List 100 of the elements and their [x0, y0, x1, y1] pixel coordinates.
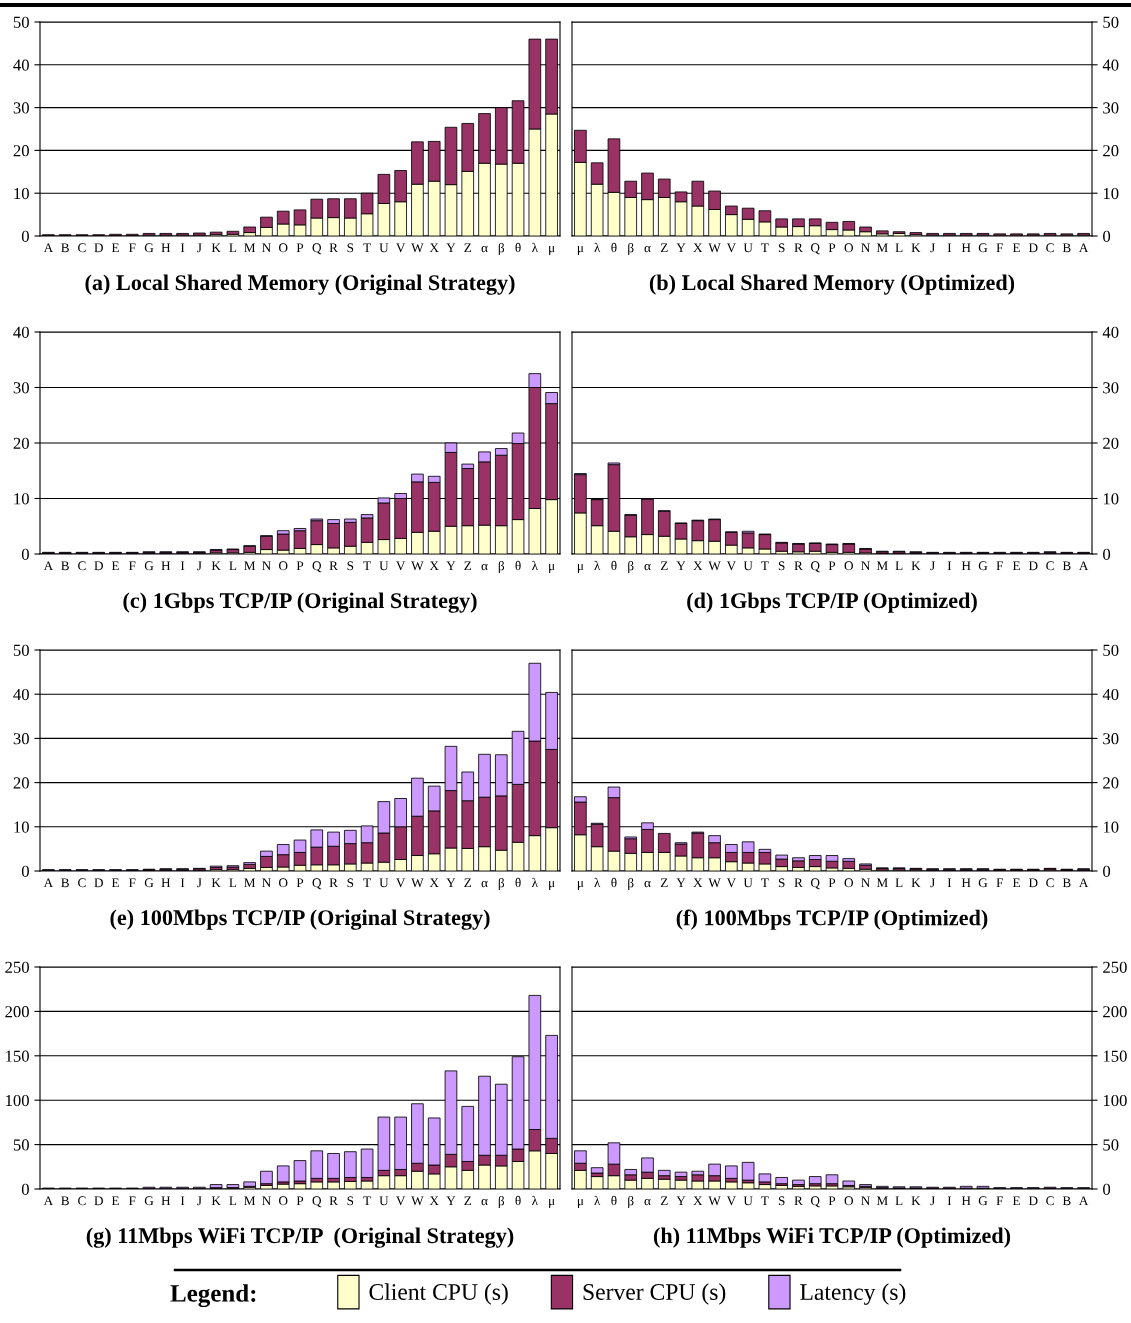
x-tick-label: L	[229, 1196, 237, 1206]
x-tick-label: V	[396, 878, 406, 888]
x-tick-label: D	[94, 561, 103, 571]
x-tick-label: λ	[594, 560, 601, 571]
x-tick-label: S	[347, 1196, 354, 1206]
x-tick-label: Q	[312, 561, 322, 573]
x-tick-label: P	[296, 243, 304, 253]
x-tick-label: X	[693, 243, 703, 253]
x-tick-label: O	[844, 1196, 853, 1206]
x-tick-label: D	[1028, 561, 1038, 571]
x-tick-label: F	[996, 561, 1003, 571]
x-tick-label: V	[396, 243, 406, 253]
x-tick-label: D	[94, 1196, 103, 1206]
x-tick-label: R	[329, 243, 338, 253]
x-tick-label: M	[244, 561, 256, 571]
y-tick-label: 150	[6, 1050, 29, 1062]
x-tick-label: X	[429, 561, 439, 571]
x-tick-label: O	[844, 878, 853, 888]
x-tick-label: F	[996, 878, 1003, 888]
x-tick-label: T	[761, 878, 769, 888]
x-tick-label: F	[128, 561, 136, 571]
legend-label: Server CPU (s)	[583, 1283, 726, 1305]
x-tick-label: N	[861, 243, 871, 253]
x-tick-label: N	[262, 561, 271, 571]
x-tick-label: G	[144, 1196, 154, 1206]
legend-label: Client CPU (s)	[369, 1283, 508, 1305]
x-tick-label: H	[961, 878, 971, 888]
x-tick-label: U	[743, 561, 753, 571]
x-tick-label: E	[111, 243, 119, 253]
x-tick-label: L	[895, 878, 903, 888]
x-tick-label: K	[911, 243, 921, 253]
x-tick-label: T	[363, 878, 371, 888]
x-tick-label: λ	[531, 877, 538, 888]
x-tick-label: N	[262, 243, 271, 253]
x-tick-label: B	[1062, 243, 1071, 253]
y-tick-label: 40	[13, 326, 29, 338]
x-tick-label: P	[296, 561, 304, 571]
y-tick-label: 250	[5, 961, 29, 973]
x-tick-label: B	[61, 1196, 69, 1206]
x-tick-label: W	[708, 243, 721, 253]
x-tick-label: H	[161, 1196, 171, 1206]
x-tick-label: Z	[464, 878, 472, 888]
x-tick-label: Y	[446, 243, 456, 253]
x-tick-label: θ	[515, 242, 521, 253]
x-tick-label: Q	[312, 243, 322, 255]
x-tick-label: X	[429, 243, 439, 253]
x-tick-label: C	[1046, 878, 1054, 888]
x-tick-label: L	[229, 243, 237, 253]
x-tick-label: T	[363, 243, 371, 253]
x-tick-label: Z	[660, 1196, 668, 1206]
x-tick-label: A	[1078, 1196, 1089, 1206]
x-tick-label: H	[161, 561, 171, 571]
x-tick-label: N	[861, 1196, 871, 1206]
y-tick-label: 0	[21, 865, 29, 877]
x-tick-label: Y	[446, 561, 456, 571]
x-tick-label: S	[347, 243, 354, 253]
x-tick-label: C	[1046, 243, 1054, 253]
x-tick-label: I	[180, 878, 185, 888]
x-tick-label: θ	[611, 242, 617, 253]
x-tick-label: J	[930, 1196, 935, 1206]
x-tick-label: B	[61, 243, 69, 253]
x-tick-label: T	[363, 1196, 371, 1206]
x-tick-label: P	[296, 1196, 304, 1206]
x-tick-label: D	[94, 878, 103, 888]
x-tick-label: Z	[660, 878, 668, 888]
x-tick-label: B	[61, 878, 69, 888]
x-tick-label: G	[144, 878, 154, 888]
x-tick-label: D	[94, 243, 103, 253]
x-tick-label: λ	[531, 1195, 538, 1206]
x-tick-label: W	[411, 561, 424, 571]
y-tick-label: 10	[14, 187, 29, 200]
x-tick-label: L	[895, 243, 903, 253]
x-tick-label: T	[761, 1196, 769, 1206]
x-tick-label: G	[144, 243, 154, 253]
y-tick-label: 10	[1103, 821, 1119, 833]
x-tick-label: E	[111, 1196, 119, 1206]
x-tick-label: R	[329, 1196, 338, 1206]
x-tick-label: β	[628, 877, 634, 891]
x-tick-label: K	[211, 1196, 221, 1206]
y-tick-label: 100	[6, 1094, 29, 1107]
x-tick-label: β	[498, 877, 505, 891]
x-tick-label: W	[411, 1196, 424, 1206]
x-tick-label: I	[947, 878, 952, 888]
x-tick-label: θ	[611, 1195, 617, 1206]
x-tick-label: N	[262, 1196, 271, 1206]
x-tick-label: L	[895, 561, 903, 571]
x-tick-label: J	[197, 243, 202, 253]
y-tick-label: 40	[1102, 688, 1119, 701]
y-tick-label: 250	[1103, 961, 1127, 973]
x-tick-label: X	[429, 878, 439, 888]
x-tick-label: Q	[811, 878, 820, 890]
x-tick-label: C	[78, 243, 86, 253]
x-tick-label: J	[930, 561, 935, 571]
x-tick-label: F	[996, 1196, 1003, 1206]
x-tick-label: M	[876, 1196, 888, 1206]
x-tick-label: E	[1012, 243, 1020, 253]
x-tick-label: E	[111, 561, 119, 571]
x-tick-label: I	[947, 1196, 952, 1206]
x-tick-label: W	[708, 1196, 721, 1206]
x-tick-label: β	[498, 560, 505, 574]
